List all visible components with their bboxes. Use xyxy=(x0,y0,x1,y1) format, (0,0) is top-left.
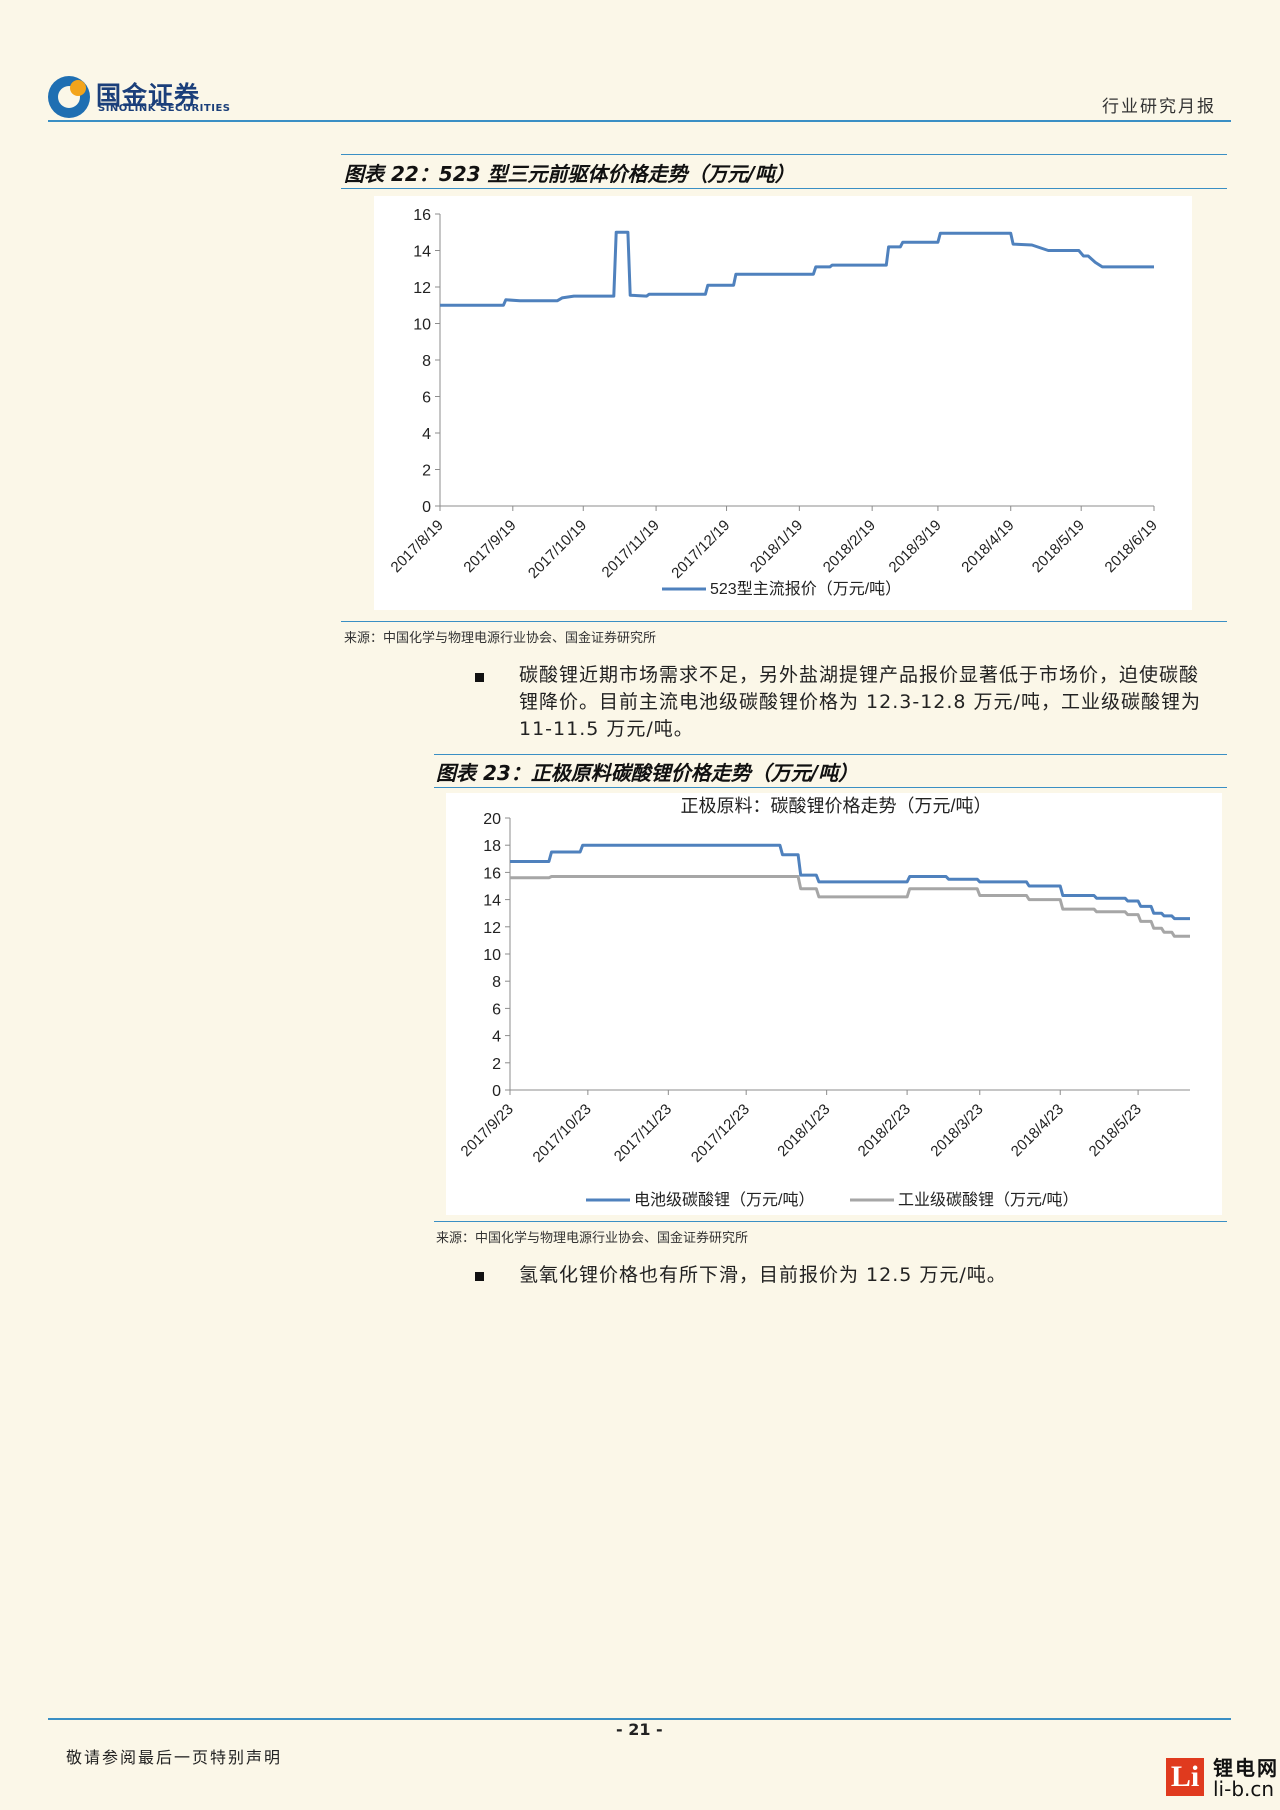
fig23-title: 图表 23：正极原料碳酸锂价格走势（万元/吨） xyxy=(436,761,859,785)
x-tick-label: 2018/2/19 xyxy=(820,517,879,576)
y-tick-label: 20 xyxy=(483,811,501,828)
y-tick-label: 10 xyxy=(483,947,501,964)
fig23-source: 来源：中国化学与物理电源行业协会、国金证券研究所 xyxy=(436,1231,749,1246)
fig22-source: 来源：中国化学与物理电源行业协会、国金证券研究所 xyxy=(344,631,657,646)
x-tick-label: 2018/1/23 xyxy=(774,1101,833,1160)
y-tick-label: 2 xyxy=(422,463,431,480)
x-tick-label: 2017/9/19 xyxy=(460,517,519,576)
x-tick-label: 2018/2/23 xyxy=(855,1101,914,1160)
x-tick-label: 2018/6/19 xyxy=(1102,517,1161,576)
fig22-chart-area: 0 2 4 6 8 10 12 14 16 2017/8/19 2017/9/19 2017/10/1… xyxy=(374,196,1192,610)
y-tick-label: 12 xyxy=(483,920,501,937)
x-tick-label: 2017/11/19 xyxy=(599,517,663,581)
fig23-title-rule xyxy=(434,787,1227,788)
logo-dot xyxy=(70,80,86,96)
bullet-text-lithium-carbonate: 碳酸锂近期市场需求不足，另外盐湖提锂产品报价显著低于市场价，迫使碳酸锂降价。目前… xyxy=(519,664,1201,740)
legend-label: 523型主流报价（万元/吨） xyxy=(710,580,901,598)
logo-name-en: SINOLINK SECURITIES xyxy=(98,103,231,114)
y-tick-label: 14 xyxy=(483,893,501,910)
fig22-title: 图表 22：523 型三元前驱体价格走势（万元/吨） xyxy=(344,162,795,186)
chart-title: 正极原料：碳酸锂价格走势（万元/吨） xyxy=(681,796,992,816)
fig23-chart-area: 0 2 4 6 8 10 12 14 16 18 20 2017/9/23 2017/10/23 2017… xyxy=(446,793,1222,1215)
y-tick-label: 6 xyxy=(492,1001,501,1018)
y-tick-label: 2 xyxy=(492,1056,501,1073)
fig22-chart: 0 2 4 6 8 10 12 14 16 2017/8/19 2017/9/19 2017/10/1… xyxy=(388,207,1161,598)
x-tick-label: 2018/5/23 xyxy=(1086,1101,1145,1160)
x-tick-label: 2018/4/19 xyxy=(958,517,1017,576)
report-type: 行业研究月报 xyxy=(1102,97,1216,117)
y-tick-label: 8 xyxy=(422,353,431,370)
fig22-bottom-rule xyxy=(341,621,1227,622)
logo-name-cn: 国金证券 xyxy=(96,81,201,110)
y-tick-label: 16 xyxy=(483,865,501,882)
y-tick-label: 0 xyxy=(492,1083,501,1100)
x-tick-label: 2017/10/19 xyxy=(525,517,590,582)
fig23-top-rule xyxy=(434,754,1227,755)
footer-rule xyxy=(48,1718,1231,1720)
series-line-1 xyxy=(440,230,1154,307)
header-rule xyxy=(48,120,1231,122)
x-tick-label: 2018/5/19 xyxy=(1029,517,1088,576)
bullet-marker xyxy=(475,673,484,682)
x-tick-label: 2017/10/23 xyxy=(530,1101,595,1166)
y-tick-label: 0 xyxy=(422,499,431,516)
fig23-bottom-rule xyxy=(434,1221,1227,1222)
series-line-2 xyxy=(510,875,1190,938)
page-number: - 21 - xyxy=(616,1720,663,1739)
y-tick-label: 12 xyxy=(413,280,431,297)
x-tick-label: 2017/11/23 xyxy=(611,1101,675,1165)
x-tick-label: 2018/1/19 xyxy=(747,517,806,576)
x-tick-label: 2017/12/23 xyxy=(688,1101,753,1166)
fig22-title-rule xyxy=(341,188,1227,189)
fig22-top-rule xyxy=(341,154,1227,155)
y-tick-label: 14 xyxy=(413,244,431,261)
y-tick-label: 10 xyxy=(413,317,431,334)
x-tick-label: 2018/3/19 xyxy=(886,517,945,576)
bullet-text-lithium-hydroxide: 氢氧化锂价格也有所下滑，目前报价为 12.5 万元/吨。 xyxy=(519,1264,1007,1286)
legend-label: 电池级碳酸锂（万元/吨） xyxy=(634,1191,814,1209)
y-tick-label: 8 xyxy=(492,974,501,991)
y-tick-label: 4 xyxy=(492,1029,501,1046)
x-tick-label: 2018/3/23 xyxy=(927,1101,986,1160)
watermark-logo: Li xyxy=(1166,1758,1204,1796)
y-tick-label: 18 xyxy=(483,838,501,855)
y-tick-label: 16 xyxy=(413,207,431,224)
series-line-1 xyxy=(510,843,1190,921)
x-tick-label: 2017/8/19 xyxy=(388,517,447,576)
x-tick-label: 2017/12/19 xyxy=(668,517,733,582)
footer-disclaimer: 敬请参阅最后一页特别声明 xyxy=(66,1748,283,1767)
watermark-name-en: li-b.cn xyxy=(1213,1777,1275,1801)
y-tick-label: 6 xyxy=(422,390,431,407)
legend-label: 工业级碳酸锂（万元/吨） xyxy=(898,1191,1078,1209)
y-tick-label: 4 xyxy=(422,426,431,443)
bullet-marker xyxy=(475,1272,484,1281)
watermark-name-cn: 锂电网 xyxy=(1213,1756,1279,1780)
x-tick-label: 2018/4/23 xyxy=(1008,1101,1067,1160)
x-tick-label: 2017/9/23 xyxy=(458,1101,517,1160)
